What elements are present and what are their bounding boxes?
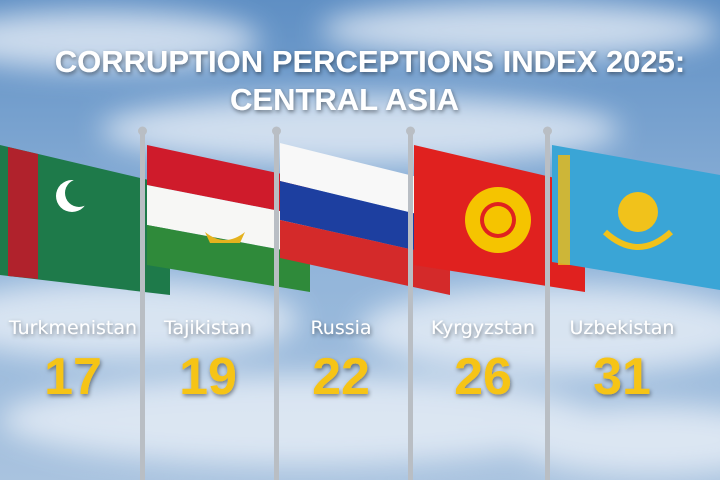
country-name: Uzbekistan (570, 317, 675, 339)
country-name: Russia (310, 317, 371, 339)
score: 17 (44, 348, 102, 406)
score: 19 (179, 348, 237, 406)
poles (138, 126, 552, 480)
flags (0, 143, 720, 295)
title-line: CENTRAL ASIA (230, 82, 459, 117)
score: 31 (593, 348, 651, 406)
title-line: CORRUPTION PERCEPTIONS INDEX 2025: (55, 44, 685, 79)
score: 22 (312, 348, 370, 406)
title: CORRUPTION PERCEPTIONS INDEX 2025: CENTR… (55, 44, 685, 117)
country-name: Kyrgyzstan (431, 317, 535, 339)
country-name: Tajikistan (163, 317, 252, 339)
country-name: Turkmenistan (8, 317, 137, 339)
scores: Turkmenistan 17 Tajikistan 19 Russia 22 Kyrgyz… (8, 317, 675, 406)
score: 26 (454, 348, 512, 406)
